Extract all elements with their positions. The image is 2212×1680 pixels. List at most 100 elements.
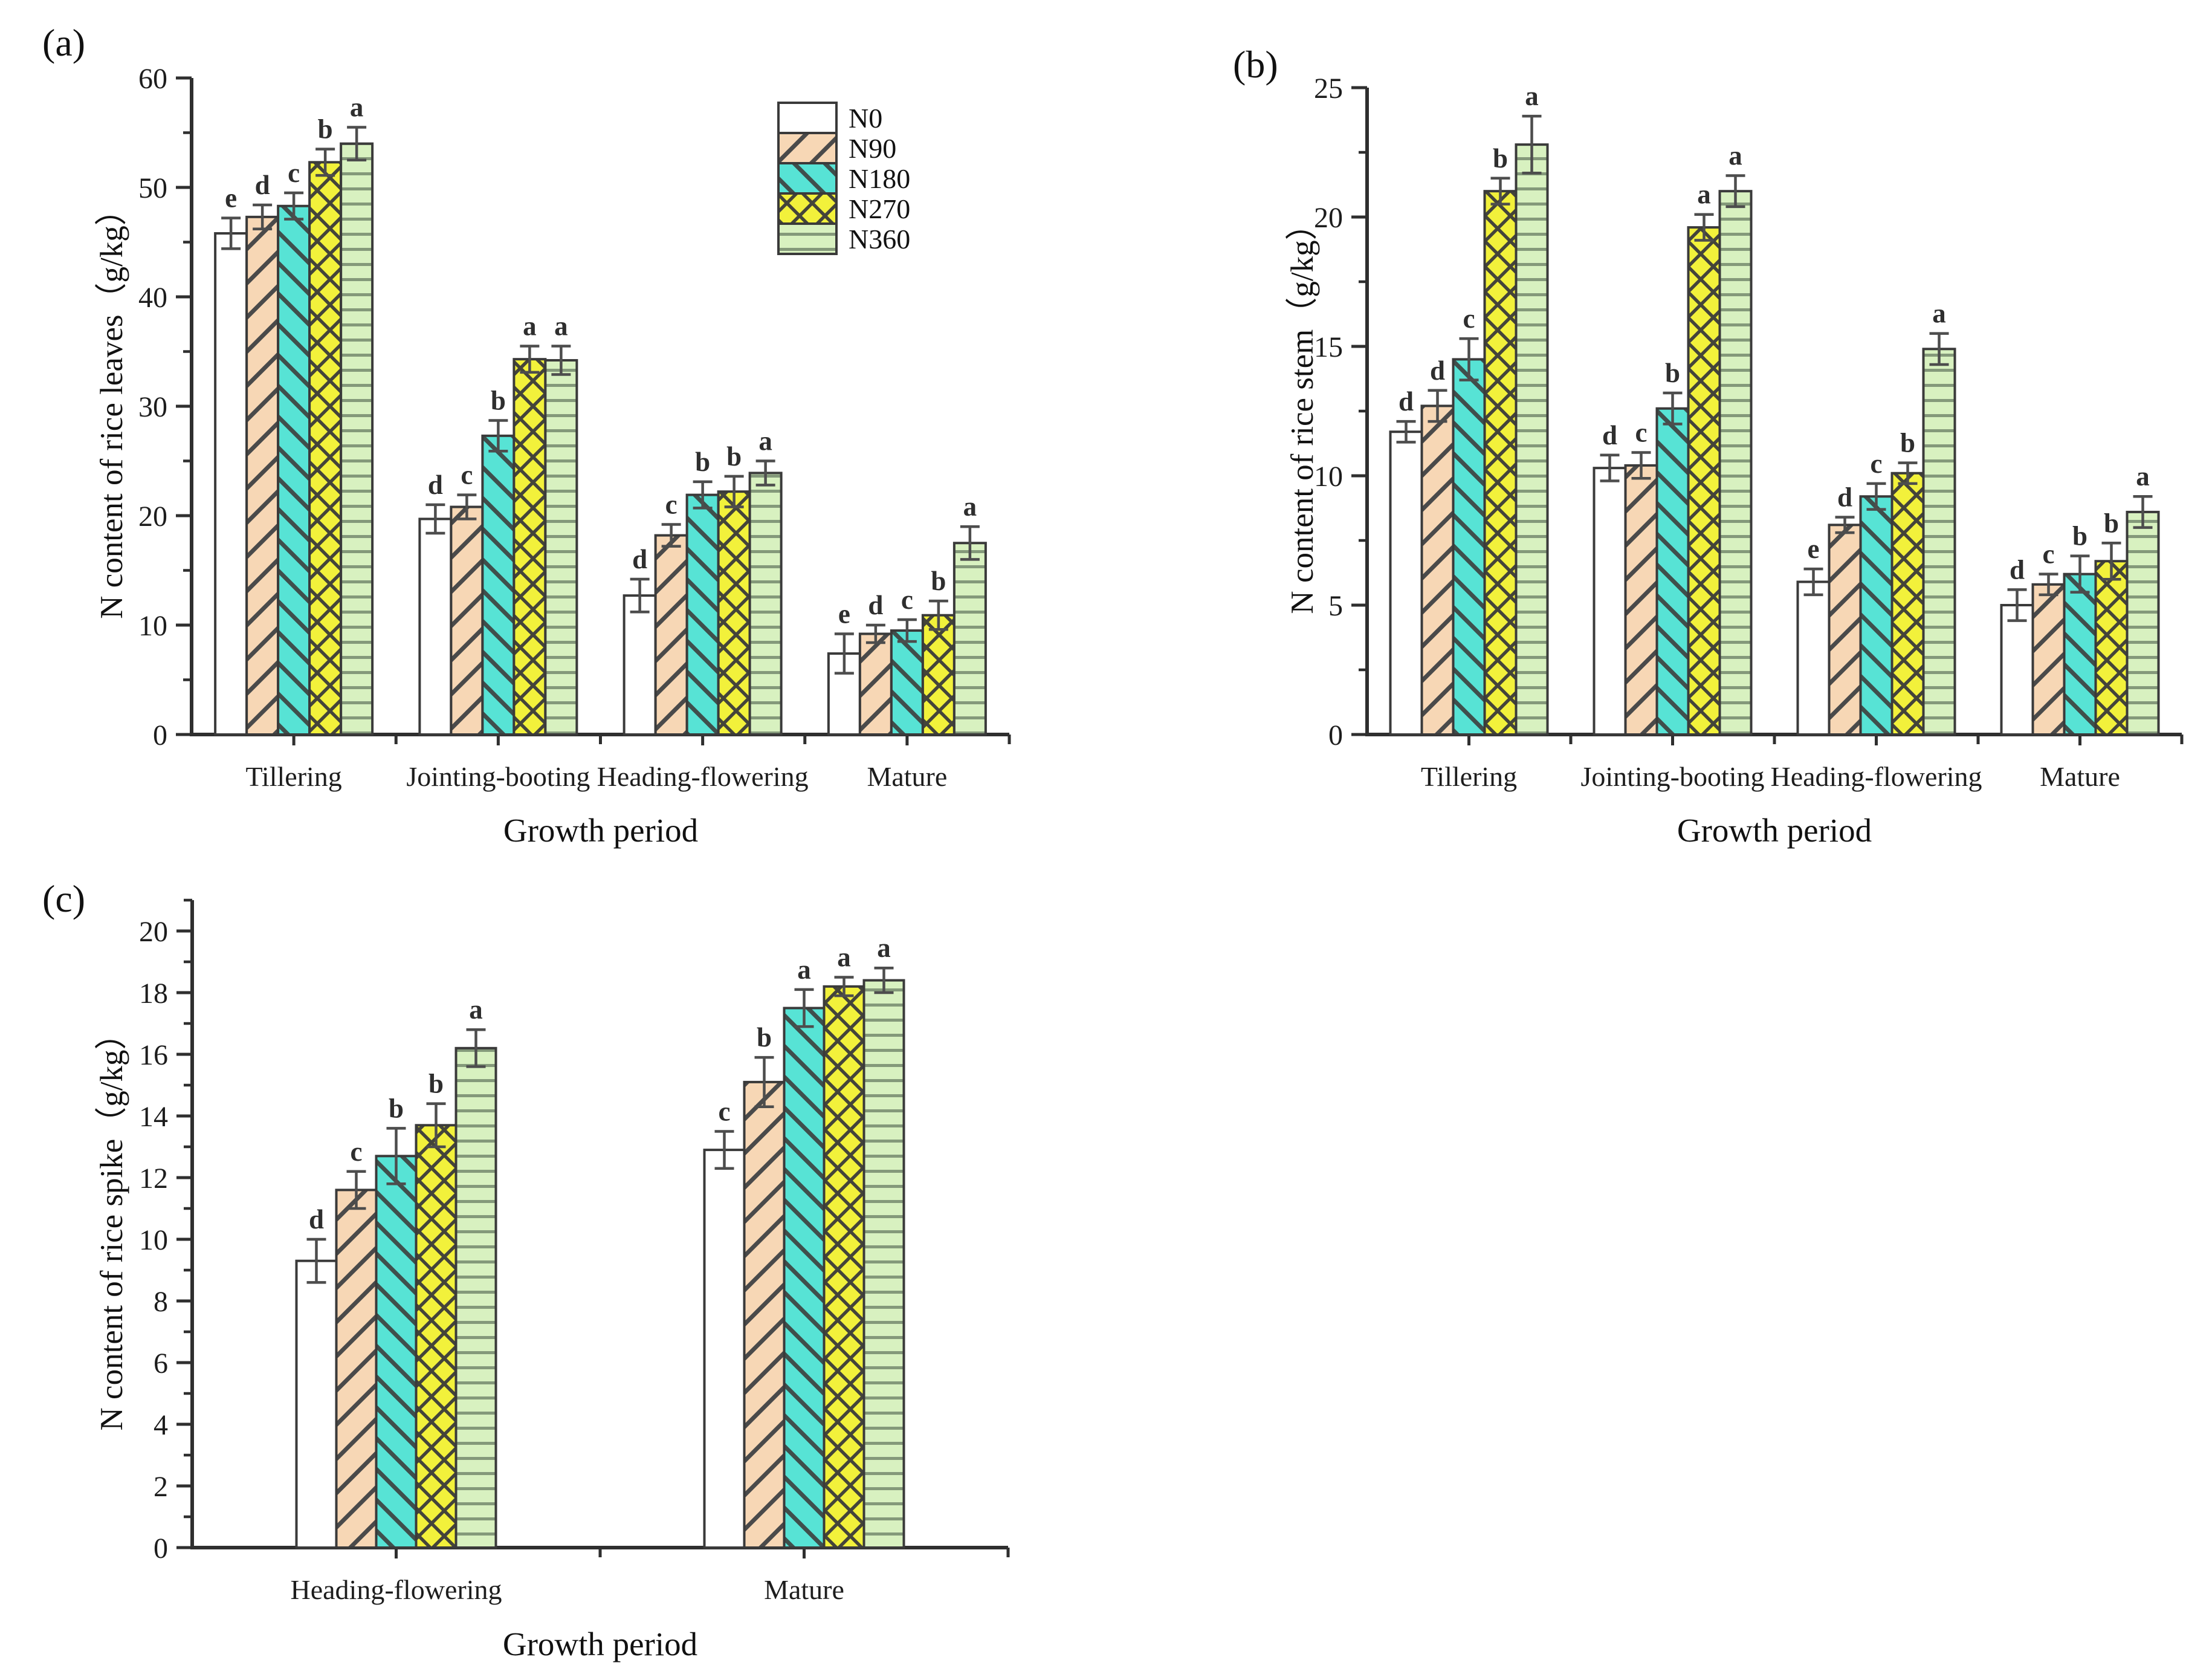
svg-text:15: 15 <box>1314 331 1343 363</box>
category-label-c: Mature <box>764 1574 844 1605</box>
bar-n0-c-0 <box>295 1259 338 1549</box>
x-axis-title-b: Growth period <box>1677 812 1872 849</box>
svg-text:0: 0 <box>154 1532 168 1565</box>
bar-n180-c-0 <box>375 1155 418 1549</box>
legend-label-n90: N90 <box>849 132 897 164</box>
bar-n0-a-2 <box>623 594 657 736</box>
svg-text:e: e <box>1808 534 1820 564</box>
svg-text:5: 5 <box>1328 590 1343 622</box>
svg-text:40: 40 <box>138 282 167 314</box>
chart-b: 0 5 10 15 20 25 Tillering Jointing-booting Headi… <box>1314 73 2184 792</box>
svg-text:a: a <box>1729 141 1742 171</box>
svg-text:16: 16 <box>139 1039 168 1071</box>
svg-text:c: c <box>1635 417 1648 447</box>
bar-n0-b-0 <box>1389 430 1423 736</box>
svg-text:60: 60 <box>138 63 167 95</box>
bar-n270-b-0 <box>1483 190 1518 736</box>
svg-text:25: 25 <box>1314 73 1343 105</box>
bar-n90-a-0 <box>245 215 280 736</box>
bar-n180-a-0 <box>277 204 311 736</box>
svg-text:b: b <box>491 386 506 416</box>
svg-text:b: b <box>1493 143 1508 174</box>
svg-text:b: b <box>726 441 742 472</box>
bar-n360-b-3 <box>2126 510 2160 736</box>
svg-text:18: 18 <box>139 978 168 1010</box>
svg-text:a: a <box>523 311 537 341</box>
bar-n180-a-3 <box>890 629 924 736</box>
bar-n90-b-3 <box>2031 583 2066 736</box>
svg-text:a: a <box>758 426 772 456</box>
y-ticks-a: 0 10 20 30 40 50 60 <box>138 63 192 751</box>
bar-n270-b-1 <box>1687 226 1721 736</box>
x-axis-title-c: Growth period <box>502 1626 698 1662</box>
bar-n0-b-1 <box>1593 467 1627 736</box>
legend-swatch-n0 <box>777 102 838 134</box>
svg-text:50: 50 <box>138 172 167 204</box>
category-label-b: Tillering <box>1421 761 1517 792</box>
bar-n90-c-0 <box>335 1189 378 1549</box>
bar-n180-a-1 <box>481 434 516 736</box>
svg-text:e: e <box>838 598 850 629</box>
bar-n90-a-1 <box>450 505 484 736</box>
svg-text:c: c <box>901 585 913 615</box>
legend-swatch-n180 <box>777 162 838 195</box>
category-label-b: Jointing-booting <box>1580 761 1764 792</box>
bar-n180-b-0 <box>1452 358 1486 736</box>
svg-text:b: b <box>931 566 946 596</box>
bar-n90-a-3 <box>858 632 893 736</box>
svg-text:6: 6 <box>154 1348 168 1380</box>
bar-n0-b-3 <box>2000 604 2034 736</box>
svg-text:0: 0 <box>153 719 167 751</box>
svg-text:d: d <box>1430 355 1445 386</box>
bar-n90-b-1 <box>1624 464 1658 736</box>
error-bars-c <box>306 966 894 1284</box>
svg-text:a: a <box>350 92 364 122</box>
svg-text:c: c <box>719 1097 731 1127</box>
y-axis-title-b: N content of rice stem（g/kg） <box>1285 208 1320 614</box>
svg-text:30: 30 <box>138 391 167 423</box>
y-axis-title-a: N content of rice leaves（g/kg） <box>94 193 129 619</box>
bar-n0-a-0 <box>214 232 248 736</box>
legend-label-n0: N0 <box>849 102 883 134</box>
svg-text:c: c <box>1871 449 1883 479</box>
x-ticks-c: Heading-flowering Mature <box>291 1548 1010 1605</box>
error-bars-a <box>221 126 980 675</box>
legend-label-n360: N360 <box>849 223 911 255</box>
bar-n360-a-2 <box>748 472 783 736</box>
svg-text:a: a <box>837 942 851 973</box>
bar-n270-a-1 <box>513 358 547 736</box>
y-ticks-b: 0 5 10 15 20 25 <box>1314 73 1367 751</box>
svg-text:c: c <box>351 1137 363 1167</box>
svg-text:0: 0 <box>1328 719 1343 751</box>
svg-text:d: d <box>309 1204 324 1234</box>
bar-n360-a-0 <box>340 142 374 736</box>
svg-text:e: e <box>225 183 237 213</box>
legend-swatch-n270 <box>777 192 838 225</box>
category-label-a: Tillering <box>245 761 341 792</box>
svg-text:8: 8 <box>154 1286 168 1318</box>
svg-text:d: d <box>1602 420 1617 450</box>
svg-text:c: c <box>288 158 300 188</box>
bar-n270-b-2 <box>1890 472 1925 736</box>
bar-n360-a-3 <box>952 542 987 736</box>
panel-label-b: (b) <box>1233 43 1278 86</box>
bar-n360-b-2 <box>1922 348 1956 736</box>
bar-n180-b-1 <box>1655 407 1690 736</box>
svg-text:b: b <box>389 1093 404 1123</box>
svg-text:a: a <box>797 955 811 985</box>
svg-text:20: 20 <box>1314 202 1343 234</box>
svg-text:a: a <box>1697 180 1711 210</box>
svg-text:b: b <box>1665 358 1680 388</box>
svg-text:20: 20 <box>139 916 168 948</box>
svg-text:2: 2 <box>154 1471 168 1503</box>
svg-text:d: d <box>1399 386 1414 417</box>
chart-c: 0 2 4 6 8 10 12 14 16 18 20 Heading-flowering Mature… <box>139 898 1010 1605</box>
svg-text:10: 10 <box>1314 461 1343 493</box>
bar-n270-c-1 <box>823 985 865 1549</box>
svg-text:20: 20 <box>138 501 167 533</box>
svg-text:14: 14 <box>139 1101 168 1133</box>
svg-text:b: b <box>695 447 710 477</box>
